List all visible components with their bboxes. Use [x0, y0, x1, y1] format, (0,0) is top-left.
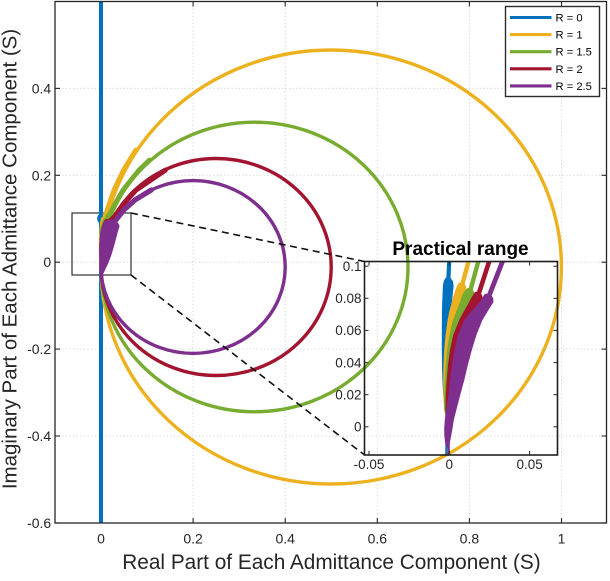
svg-text:0.4: 0.4: [275, 531, 295, 547]
svg-text:0.06: 0.06: [335, 323, 361, 338]
svg-text:0.4: 0.4: [32, 80, 52, 96]
svg-text:Imaginary Part of Each Admitta: Imaginary Part of Each Admittance Compon…: [0, 29, 22, 489]
svg-text:0: 0: [43, 254, 51, 270]
svg-text:0: 0: [446, 457, 454, 472]
svg-text:R = 2.5: R = 2.5: [556, 81, 592, 93]
svg-text:0.8: 0.8: [460, 531, 480, 547]
svg-text:R = 2: R = 2: [556, 64, 583, 76]
svg-text:-0.4: -0.4: [27, 428, 51, 444]
svg-text:0.04: 0.04: [335, 355, 362, 370]
svg-text:R = 1: R = 1: [556, 30, 583, 42]
svg-text:0.6: 0.6: [368, 531, 388, 547]
svg-text:0.1: 0.1: [343, 259, 362, 274]
svg-text:0.08: 0.08: [335, 291, 361, 306]
svg-text:0: 0: [354, 420, 362, 435]
svg-text:-0.05: -0.05: [354, 457, 385, 472]
svg-text:R = 0: R = 0: [556, 13, 583, 25]
svg-text:0: 0: [97, 531, 105, 547]
svg-text:1: 1: [558, 531, 566, 547]
svg-text:R = 1.5: R = 1.5: [556, 47, 592, 59]
svg-text:-0.2: -0.2: [27, 341, 51, 357]
svg-text:-0.6: -0.6: [27, 515, 51, 531]
svg-text:0.2: 0.2: [32, 167, 52, 183]
svg-text:0.05: 0.05: [516, 457, 542, 472]
svg-text:Real Part of Each Admittance C: Real Part of Each Admittance Component (…: [122, 551, 540, 574]
svg-text:0.02: 0.02: [335, 388, 361, 403]
svg-text:0.2: 0.2: [183, 531, 203, 547]
svg-text:Practical range: Practical range: [392, 239, 528, 260]
